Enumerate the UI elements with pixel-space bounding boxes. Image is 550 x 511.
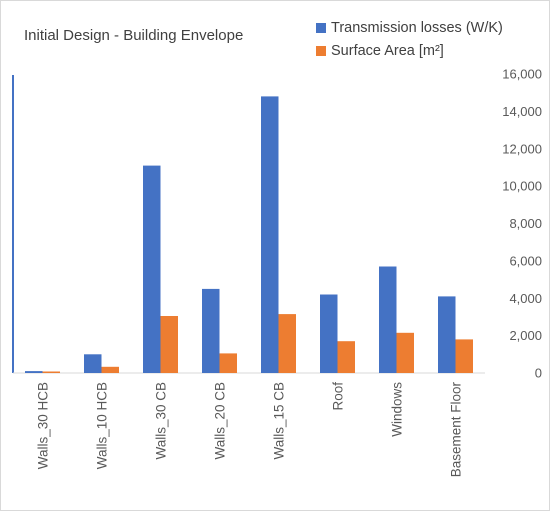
y-tick-label: 12,000 <box>502 141 542 156</box>
bar <box>396 332 414 373</box>
legend-swatch-surface-area <box>316 45 326 56</box>
bar <box>278 314 296 373</box>
y-tick-label: 0 <box>535 366 542 381</box>
x-tick-label: Basement Floor <box>449 382 464 478</box>
bar <box>160 316 178 373</box>
bar <box>42 371 60 373</box>
bar <box>455 339 473 373</box>
bar <box>438 296 456 373</box>
bar <box>84 354 102 373</box>
x-tick-label: Walls_30 CB <box>154 382 169 460</box>
y-tick-label: 4,000 <box>509 291 542 306</box>
x-tick-label: Roof <box>331 382 346 411</box>
x-tick-label: Walls_30 HCB <box>36 382 51 469</box>
bar <box>202 288 220 373</box>
legend-swatch-transmission-losses <box>316 22 326 33</box>
chart-legend: Transmission losses (W/K) Surface Area [… <box>316 16 503 62</box>
x-tick-label: Windows <box>390 382 405 437</box>
y-tick-label: 10,000 <box>502 179 542 194</box>
y-tick-label: 16,000 <box>502 67 542 82</box>
legend-label-surface-area: Surface Area [m²] <box>331 42 444 59</box>
bar <box>337 341 355 373</box>
y-tick-label: 6,000 <box>509 253 542 268</box>
bar <box>320 294 338 373</box>
y-tick-label: 8,000 <box>509 216 542 231</box>
legend-item-transmission-losses: Transmission losses (W/K) <box>316 16 503 39</box>
x-tick-label: Walls_15 CB <box>272 382 287 460</box>
bar <box>219 353 237 373</box>
bar <box>101 366 119 373</box>
bar <box>25 371 43 373</box>
x-tick-label: Walls_10 HCB <box>95 382 110 469</box>
x-tick-label: Walls_20 CB <box>213 382 228 460</box>
chart-title: Initial Design - Building Envelope <box>24 27 244 44</box>
bar <box>143 165 161 373</box>
y-tick-label: 14,000 <box>502 104 542 119</box>
legend-item-surface-area: Surface Area [m²] <box>316 39 503 62</box>
bar <box>261 96 279 374</box>
bar <box>379 266 397 373</box>
y-tick-label: 2,000 <box>509 328 542 343</box>
legend-label-transmission-losses: Transmission losses (W/K) <box>331 19 503 36</box>
